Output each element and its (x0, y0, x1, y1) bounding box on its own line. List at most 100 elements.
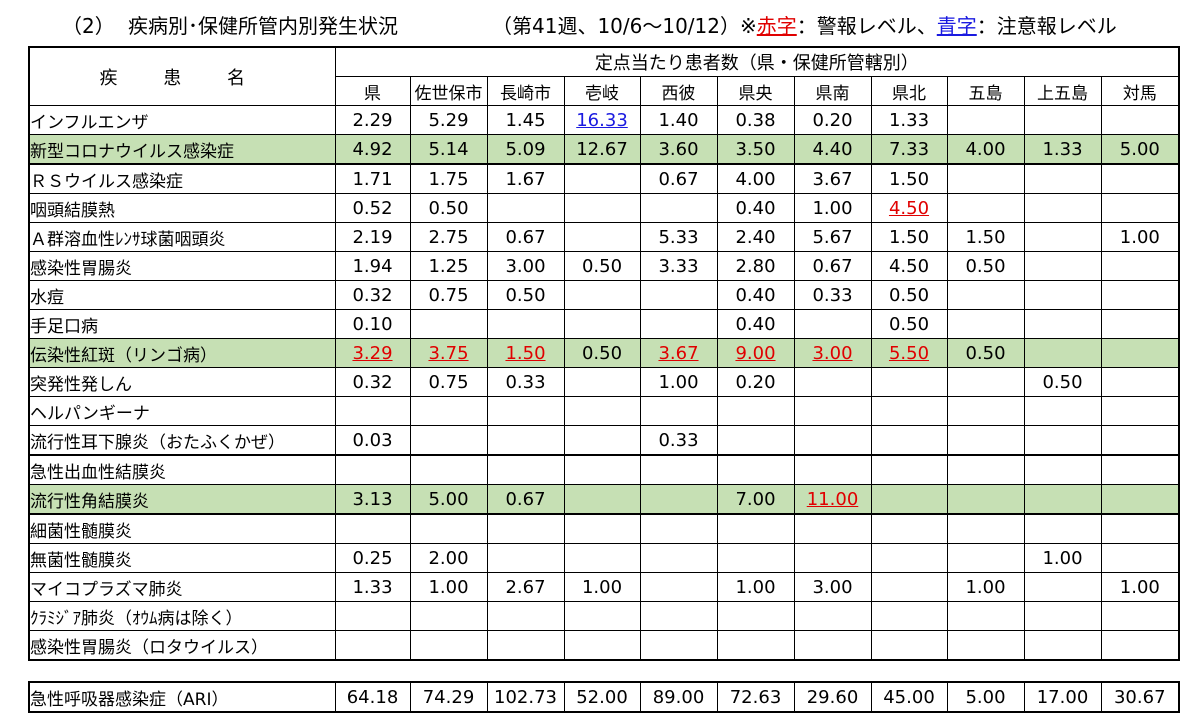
value-cell: 9.00 (716, 338, 795, 368)
table-row: 流行性耳下腺炎（おたふくかぜ） 0.03 0.33 (28, 425, 1180, 456)
value-cell (1100, 425, 1180, 456)
value-cell (716, 630, 795, 661)
disease-rows: インフルエンザ 2.29 5.29 1.45 16.33 1.40 0.38 0.20 1.33… (28, 105, 1180, 661)
cell-value: 4.40 (812, 138, 853, 160)
cell-value: 3.00 (812, 342, 853, 364)
value-cell: 64.18 (334, 681, 411, 713)
value-cell: 5.00 (1100, 134, 1180, 165)
region-header: 県央 (716, 76, 795, 106)
value-cell (1023, 630, 1102, 661)
value-cell (946, 193, 1025, 223)
cell-value: 0.33 (505, 371, 546, 393)
table-row: 流行性角結膜炎 3.13 5.00 0.67 7.00 11.00 (28, 484, 1180, 515)
region-header: 県北 (870, 76, 948, 106)
per-sentinel-header: 定点当たり患者数（県・保健所管轄別） (334, 46, 1180, 77)
value-cell (639, 454, 718, 485)
cell-value: 5.33 (658, 226, 699, 248)
region-header: 壱岐 (563, 76, 641, 106)
value-cell (1023, 193, 1102, 223)
value-cell: 1.00 (793, 193, 872, 223)
value-cell: 3.67 (639, 338, 718, 368)
value-cell: 3.33 (639, 251, 718, 281)
value-cell (1023, 105, 1102, 135)
value-cell (409, 309, 488, 339)
value-cell: 72.63 (716, 681, 795, 713)
value-cell: 0.52 (334, 193, 411, 223)
value-cell (793, 367, 872, 397)
value-cell (870, 513, 948, 544)
value-cell: 1.40 (639, 105, 718, 135)
value-cell: 3.50 (716, 134, 795, 165)
value-cell: 4.92 (334, 134, 411, 165)
table-row: インフルエンザ 2.29 5.29 1.45 16.33 1.40 0.38 0.20 1.33 (28, 105, 1180, 135)
value-cell: 2.80 (716, 251, 795, 281)
cell-value: 5.09 (505, 138, 546, 160)
value-cell: 0.32 (334, 367, 411, 397)
cell-value: 0.20 (812, 109, 853, 131)
cell-value: 4.92 (352, 138, 393, 160)
disease-name: 急性呼吸器感染症（ARI） (28, 681, 336, 713)
table-row: 細菌性髄膜炎 (28, 513, 1180, 544)
value-cell (946, 484, 1025, 515)
value-cell (563, 484, 641, 515)
value-cell (486, 543, 565, 573)
cell-value: 0.20 (735, 371, 776, 393)
cell-value: 4.00 (735, 168, 776, 190)
value-cell: 1.94 (334, 251, 411, 281)
value-cell (486, 193, 565, 223)
disease-name: ヘルパンギーナ (28, 396, 336, 426)
value-cell (1100, 367, 1180, 397)
cell-value: 3.60 (658, 138, 699, 160)
value-cell (1100, 484, 1180, 515)
value-cell (870, 543, 948, 573)
value-cell (870, 572, 948, 602)
value-cell: 0.50 (563, 251, 641, 281)
table-row: 感染性胃腸炎 1.94 1.25 3.00 0.50 3.33 2.80 0.67 4.50 0.… (28, 251, 1180, 281)
value-cell (1023, 251, 1102, 281)
value-cell: 0.33 (486, 367, 565, 397)
value-cell (870, 396, 948, 426)
cell-value: 1.40 (658, 109, 699, 131)
value-cell (639, 193, 718, 223)
value-cell: 0.67 (793, 251, 872, 281)
value-cell: 0.20 (793, 105, 872, 135)
value-cell (639, 543, 718, 573)
cell-value: 3.00 (812, 576, 853, 598)
cell-value: 3.29 (352, 342, 393, 364)
cell-value: 5.67 (812, 226, 853, 248)
value-cell (1100, 513, 1180, 544)
value-cell: 0.33 (793, 280, 872, 310)
value-cell (563, 425, 641, 456)
value-cell: 1.00 (1100, 572, 1180, 602)
value-cell: 3.67 (793, 163, 872, 194)
cell-value: 0.50 (1042, 371, 1083, 393)
value-cell (563, 513, 641, 544)
value-cell: 5.50 (870, 338, 948, 368)
cell-value: 0.67 (658, 168, 699, 190)
value-cell (793, 601, 872, 631)
value-cell: 0.20 (716, 367, 795, 397)
value-cell: 5.67 (793, 222, 872, 252)
value-cell: 5.00 (409, 484, 488, 515)
value-cell (716, 396, 795, 426)
cell-value: 1.00 (1119, 576, 1160, 598)
cell-value: 2.67 (505, 576, 546, 598)
disease-name-header: 疾 患 名 (28, 46, 336, 106)
cell-value: 1.33 (1042, 138, 1083, 160)
cell-value: 0.40 (735, 284, 776, 306)
section-number: （2） (62, 14, 115, 38)
value-cell: 3.00 (793, 338, 872, 368)
value-cell: 2.75 (409, 222, 488, 252)
value-cell (639, 396, 718, 426)
value-cell: 0.03 (334, 425, 411, 456)
value-cell: 0.50 (1023, 367, 1102, 397)
cell-value: 2.80 (735, 255, 776, 277)
header-row-group: 疾 患 名 定点当たり患者数（県・保健所管轄別） (28, 46, 1180, 106)
value-cell (639, 601, 718, 631)
value-cell: 1.00 (946, 572, 1025, 602)
cell-value: 5.00 (428, 488, 469, 510)
value-cell: 2.19 (334, 222, 411, 252)
cell-value: 5.14 (428, 138, 469, 160)
value-cell (870, 367, 948, 397)
value-cell (409, 513, 488, 544)
